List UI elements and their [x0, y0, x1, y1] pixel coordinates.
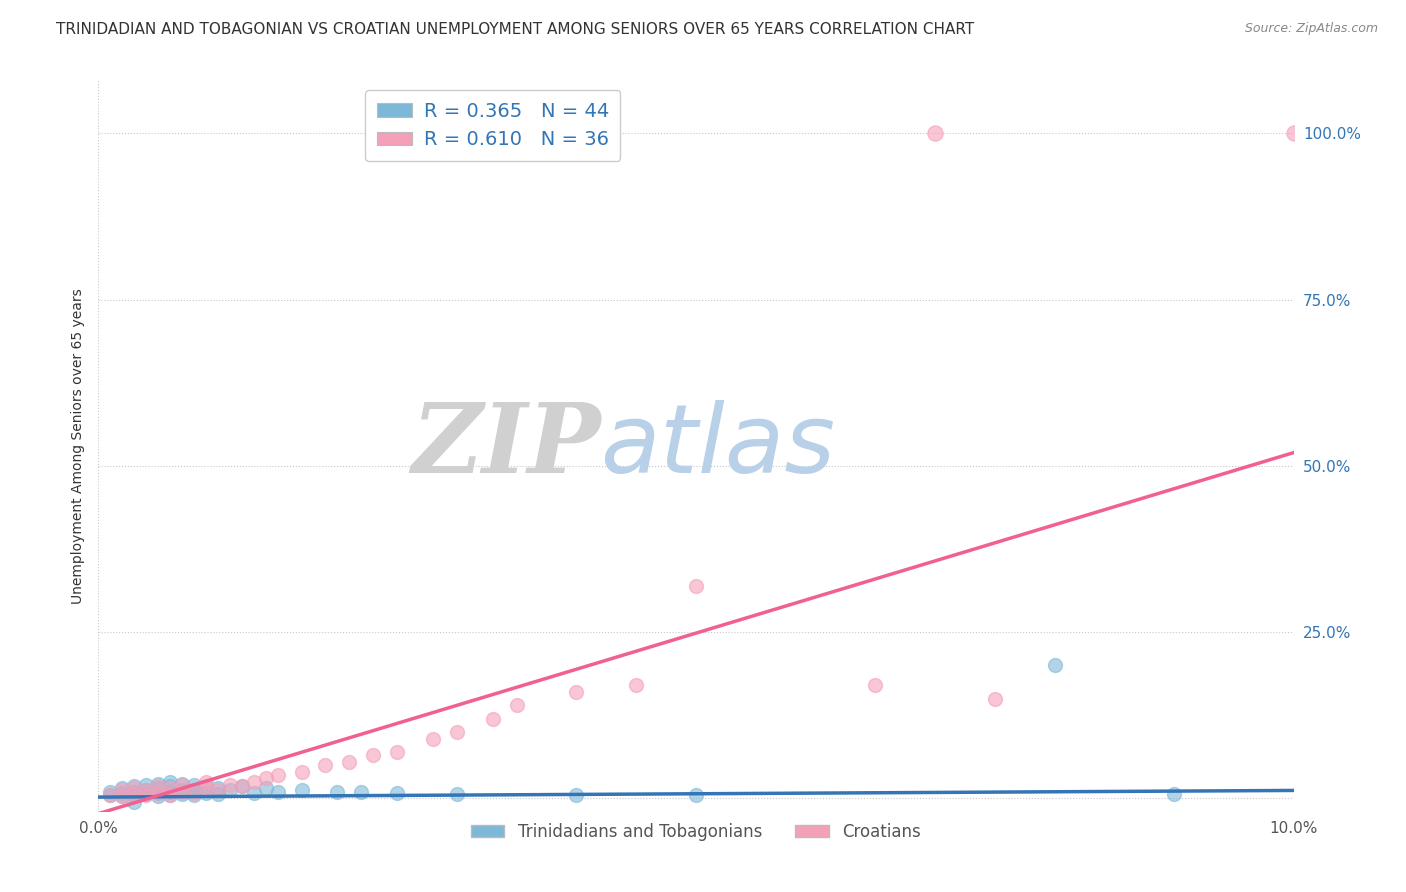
Point: [111, 783, 134, 797]
Point: [565, 788, 588, 802]
Point: [195, 781, 218, 796]
Point: [363, 748, 385, 763]
Point: [385, 745, 409, 759]
Point: [315, 758, 337, 772]
Point: [111, 786, 134, 800]
Point: [243, 774, 266, 789]
Point: [685, 788, 707, 802]
Point: [124, 780, 146, 794]
Point: [231, 780, 253, 794]
Point: [350, 785, 373, 799]
Point: [172, 787, 194, 801]
Point: [195, 774, 218, 789]
Point: [98, 788, 122, 802]
Point: [124, 785, 146, 799]
Point: [159, 774, 181, 789]
Point: [111, 781, 134, 796]
Point: [159, 780, 181, 794]
Point: [148, 777, 170, 791]
Point: [1043, 658, 1066, 673]
Text: ZIP: ZIP: [411, 399, 600, 493]
Point: [506, 698, 529, 713]
Point: [111, 789, 134, 804]
Point: [685, 579, 707, 593]
Point: [124, 788, 146, 802]
Point: [148, 781, 170, 796]
Point: [219, 783, 242, 797]
Point: [98, 788, 122, 802]
Point: [148, 780, 170, 794]
Point: [219, 778, 242, 792]
Point: [135, 778, 157, 792]
Point: [446, 725, 468, 739]
Point: [207, 783, 229, 797]
Point: [159, 788, 181, 802]
Text: TRINIDADIAN AND TOBAGONIAN VS CROATIAN UNEMPLOYMENT AMONG SENIORS OVER 65 YEARS : TRINIDADIAN AND TOBAGONIAN VS CROATIAN U…: [56, 22, 974, 37]
Point: [148, 786, 170, 800]
Point: [159, 781, 181, 796]
Point: [924, 127, 946, 141]
Point: [183, 786, 205, 800]
Point: [135, 783, 157, 797]
Point: [565, 685, 588, 699]
Point: [291, 764, 314, 779]
Point: [124, 781, 146, 796]
Point: [422, 731, 444, 746]
Point: [183, 783, 205, 797]
Point: [159, 785, 181, 799]
Point: [1282, 127, 1305, 141]
Point: [98, 785, 122, 799]
Point: [183, 788, 205, 802]
Point: [195, 786, 218, 800]
Point: [482, 712, 505, 726]
Point: [326, 785, 349, 799]
Point: [124, 795, 146, 809]
Point: [148, 789, 170, 804]
Point: [1163, 787, 1185, 801]
Point: [159, 788, 181, 802]
Text: atlas: atlas: [600, 400, 835, 492]
Point: [254, 781, 277, 796]
Point: [172, 785, 194, 799]
Point: [207, 781, 229, 796]
Point: [339, 755, 361, 769]
Point: [267, 785, 290, 799]
Point: [243, 786, 266, 800]
Point: [984, 691, 1007, 706]
Point: [111, 789, 134, 804]
Point: [446, 787, 468, 801]
Point: [254, 772, 277, 786]
Point: [135, 788, 157, 802]
Point: [267, 768, 290, 782]
Point: [207, 787, 229, 801]
Point: [183, 778, 205, 792]
Point: [865, 678, 887, 692]
Y-axis label: Unemployment Among Seniors over 65 years: Unemployment Among Seniors over 65 years: [70, 288, 84, 604]
Text: Source: ZipAtlas.com: Source: ZipAtlas.com: [1244, 22, 1378, 36]
Point: [385, 786, 409, 800]
Point: [291, 783, 314, 797]
Point: [626, 678, 648, 692]
Point: [135, 782, 157, 797]
Point: [172, 782, 194, 797]
Point: [148, 786, 170, 800]
Point: [172, 777, 194, 791]
Point: [195, 780, 218, 794]
Point: [231, 780, 253, 794]
Legend: Trinidadians and Tobagonians, Croatians: Trinidadians and Tobagonians, Croatians: [464, 816, 928, 847]
Point: [124, 787, 146, 801]
Point: [172, 778, 194, 792]
Point: [135, 787, 157, 801]
